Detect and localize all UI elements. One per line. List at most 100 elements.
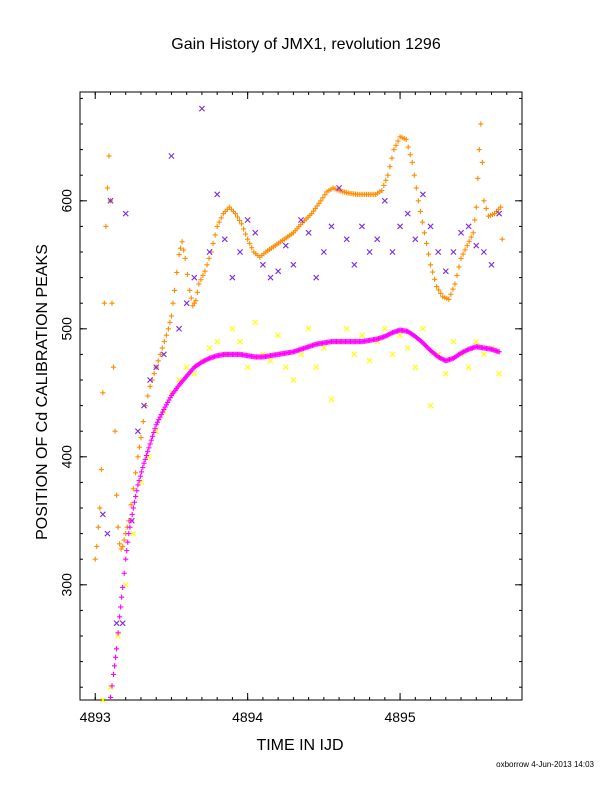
data-point [176, 251, 182, 258]
data-point [405, 144, 411, 150]
data-point [163, 332, 169, 338]
data-point [237, 249, 244, 255]
data-point [252, 229, 259, 236]
data-point [243, 231, 249, 237]
data-point [429, 269, 436, 275]
data-point [358, 332, 365, 339]
data-point [194, 289, 200, 295]
data-point [434, 283, 440, 290]
data-point [404, 210, 411, 217]
data-point [328, 396, 335, 403]
data-point [136, 478, 142, 484]
data-point [119, 594, 125, 600]
data-point [336, 185, 343, 191]
data-point [237, 338, 244, 345]
data-point [110, 364, 117, 370]
data-point [101, 300, 107, 306]
data-point [473, 338, 480, 345]
data-point [473, 204, 479, 210]
data-point [103, 223, 109, 229]
data-point [135, 482, 141, 488]
data-point [245, 236, 251, 242]
data-point [214, 338, 221, 345]
data-point [104, 530, 111, 537]
data-point [182, 255, 188, 261]
data-point [115, 524, 121, 530]
data-point [112, 654, 119, 660]
data-point [244, 364, 251, 371]
data-point [476, 147, 482, 153]
data-point [320, 249, 327, 255]
data-point [366, 357, 373, 364]
data-point [419, 191, 426, 198]
data-point [298, 217, 304, 223]
data-point [252, 319, 259, 326]
data-point [210, 240, 216, 247]
data-point [328, 223, 335, 230]
data-point [234, 214, 241, 220]
data-point [407, 152, 413, 158]
data-point [106, 153, 112, 159]
data-point [183, 300, 190, 307]
data-point [130, 486, 136, 492]
data-point [435, 249, 442, 255]
data-point [140, 419, 146, 425]
data-point [177, 245, 184, 251]
data-point [198, 105, 205, 112]
data-point [442, 268, 449, 275]
y-tick-label: 400 [59, 445, 75, 469]
data-point [148, 437, 154, 443]
data-point [118, 604, 124, 610]
data-point [171, 287, 178, 293]
data-point [187, 287, 193, 293]
data-point [498, 204, 504, 210]
data-point [374, 236, 381, 243]
data-point [305, 325, 312, 332]
data-point [151, 371, 157, 377]
data-point [432, 276, 438, 282]
data-point [141, 460, 147, 466]
data-point [244, 217, 251, 223]
data-point [496, 370, 503, 377]
data-point [143, 452, 150, 459]
data-point [236, 217, 243, 224]
data-point [122, 581, 129, 588]
data-point [458, 255, 464, 261]
data-point [138, 469, 145, 475]
data-point [391, 147, 397, 153]
data-point [200, 272, 206, 279]
y-tick-label: 500 [59, 317, 75, 341]
data-point [389, 249, 396, 255]
data-point [188, 295, 194, 301]
chart-title: Gain History of JMX1, revolution 1296 [171, 36, 441, 53]
data-point [466, 238, 472, 244]
data-point [168, 153, 175, 159]
data-point [456, 264, 462, 270]
data-point [496, 210, 503, 217]
data-point [179, 239, 185, 245]
data-point [450, 338, 457, 345]
data-point [320, 195, 326, 201]
data-point [448, 291, 454, 297]
data-point [298, 351, 304, 358]
data-point [240, 226, 247, 232]
data-point [275, 332, 282, 339]
data-point [483, 205, 489, 212]
data-point [191, 274, 198, 281]
data-point [168, 313, 175, 319]
data-point [155, 358, 161, 364]
data-point [92, 556, 98, 562]
data-point [381, 182, 387, 189]
data-point [99, 511, 106, 518]
data-point [138, 435, 144, 441]
data-point [152, 426, 158, 432]
data-point [167, 319, 173, 325]
data-point [393, 142, 399, 148]
data-point [206, 249, 213, 255]
data-point [113, 646, 120, 652]
data-point [134, 488, 140, 494]
data-point [472, 217, 478, 223]
data-point [181, 247, 187, 253]
